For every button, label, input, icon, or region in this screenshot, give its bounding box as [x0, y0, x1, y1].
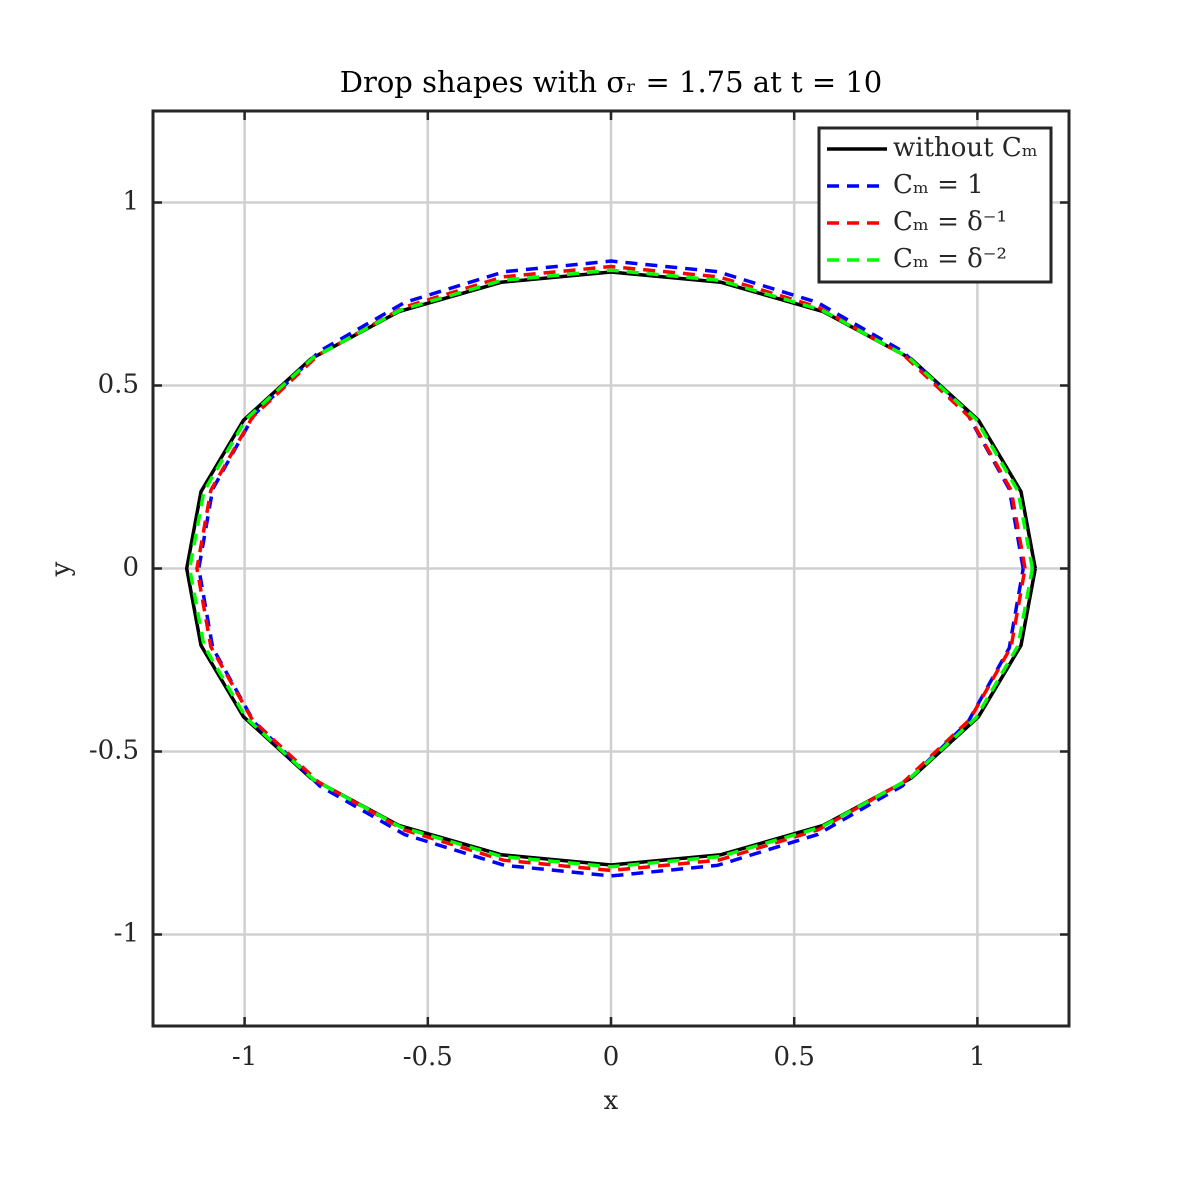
x-tick-label: -1	[232, 1042, 257, 1072]
plot-area	[184, 259, 1038, 878]
legend-label: without Cₘ	[893, 133, 1038, 163]
y-axis-label: y	[46, 561, 76, 577]
legend-label: Cₘ = 1	[893, 170, 984, 200]
y-tick-label: 0	[122, 553, 139, 583]
y-tick-label: -1	[114, 919, 139, 949]
axes: -1 -0.5 0 0.5 1 -1 -0.5 0 0.5 1	[89, 109, 1071, 1072]
y-tick-label: -0.5	[89, 736, 139, 766]
legend: without Cₘ Cₘ = 1 Cₘ = δ⁻¹ Cₘ = δ⁻²	[817, 126, 1053, 284]
y-tick-label: 1	[122, 187, 139, 217]
x-axis-label: x	[604, 1086, 619, 1116]
chart-title: Drop shapes with σᵣ = 1.75 at t = 10	[340, 65, 883, 99]
y-tick-label: 0.5	[98, 370, 139, 400]
legend-box	[817, 126, 1053, 284]
legend-label: Cₘ = δ⁻¹	[893, 207, 1007, 237]
legend-label: Cₘ = δ⁻²	[893, 244, 1007, 274]
x-tick-label: 0.5	[774, 1042, 815, 1072]
x-tick-label: 1	[969, 1042, 986, 1072]
x-tick-label: 0	[603, 1042, 620, 1072]
series-line	[195, 264, 1027, 873]
axes-box	[151, 109, 1071, 1028]
x-tick-label: -0.5	[403, 1042, 453, 1072]
series-line	[197, 259, 1025, 878]
